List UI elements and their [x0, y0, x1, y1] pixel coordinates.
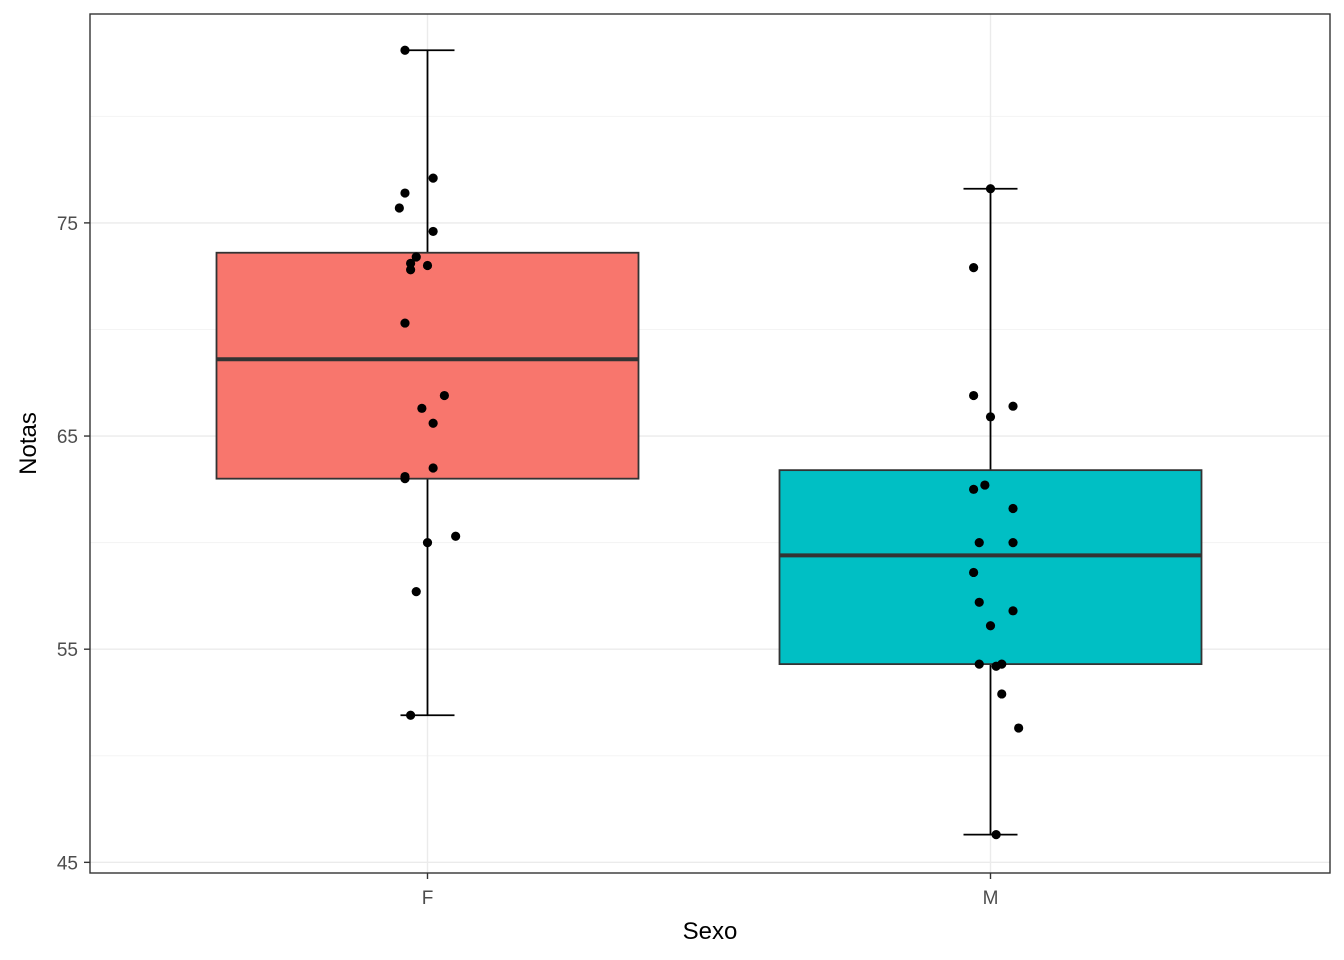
point-layer: [394, 45, 1024, 840]
data-point: [439, 390, 449, 401]
data-point: [974, 538, 984, 548]
data-point: [451, 531, 461, 541]
data-point: [985, 412, 996, 422]
data-point: [400, 318, 410, 328]
data-point: [406, 710, 416, 720]
data-point: [428, 418, 438, 428]
data-point: [394, 203, 404, 213]
data-point: [1008, 401, 1018, 411]
data-point: [422, 538, 433, 548]
box-rect: [215, 251, 640, 480]
data-point: [980, 480, 990, 490]
y-tick-label: 65: [57, 427, 78, 448]
data-point: [1008, 606, 1018, 616]
data-point: [997, 689, 1007, 699]
data-point: [406, 265, 416, 275]
data-point: [417, 403, 427, 413]
data-point: [969, 484, 979, 494]
data-point: [400, 45, 410, 55]
data-point: [969, 567, 979, 578]
data-point: [1008, 538, 1018, 548]
box-rect: [778, 469, 1203, 666]
data-point: [991, 830, 1001, 840]
x-axis-title: Sexo: [683, 918, 738, 945]
data-point: [985, 621, 996, 631]
data-point: [400, 474, 410, 484]
data-point: [969, 263, 979, 273]
data-point: [411, 252, 421, 262]
axis-layer: 45 55 65 75 F M: [57, 214, 999, 909]
data-point: [428, 173, 438, 183]
box-layer: [215, 49, 1203, 836]
x-tick-label: F: [422, 888, 434, 909]
data-point: [428, 463, 438, 473]
box-F: [215, 49, 640, 717]
data-point: [1014, 723, 1024, 733]
y-tick-label: 75: [57, 214, 78, 235]
y-axis-title: Notas: [15, 412, 42, 475]
box-M: [778, 187, 1203, 836]
x-tick-label: M: [983, 888, 999, 909]
data-point: [985, 184, 996, 194]
y-tick-label: 55: [57, 640, 78, 661]
data-point: [969, 390, 979, 401]
data-point: [991, 661, 1001, 671]
data-point: [974, 597, 984, 607]
data-point: [400, 188, 410, 198]
panel-border: [89, 13, 1331, 874]
data-point: [406, 258, 416, 268]
data-point: [411, 587, 421, 597]
y-tick-label: 45: [57, 853, 78, 874]
data-point: [974, 659, 984, 669]
data-point: [428, 226, 438, 237]
data-point: [1008, 503, 1018, 514]
data-point: [422, 260, 433, 271]
